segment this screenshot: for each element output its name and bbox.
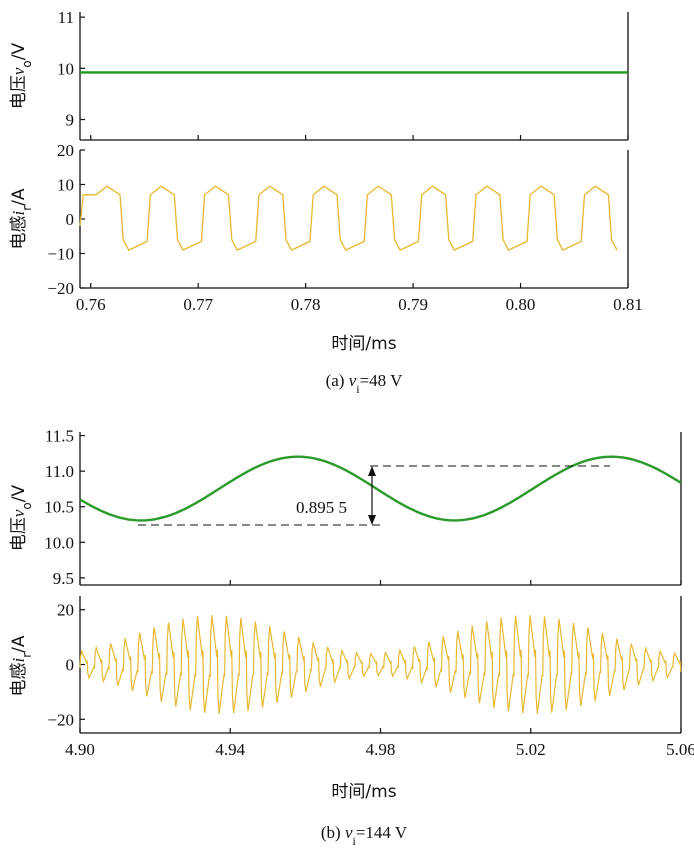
chart-b-voltage-panel: 11.5 11.0 10.5 10.0 9.5 0.895 5 电压vo/V (9, 427, 682, 588)
chart-a-xtick-label-0: 0.76 (76, 295, 106, 314)
chart-a-current-ytick-label-4: −20 (47, 279, 74, 298)
chart-b-current-panel: 20 0 −20 4.90 4.94 4.98 5.02 5.06 电感ir/A (9, 580, 694, 759)
chart-b-xtick-label-0: 4.90 (65, 740, 95, 759)
chart-b-current-ytick-label-1: 0 (66, 656, 75, 675)
chart-a-voltage-ytick-label-0: 9 (66, 111, 75, 130)
chart-a-xtick-label-4: 0.80 (506, 295, 536, 314)
chart-a-voltage-ytick-label-2: 11 (58, 8, 74, 27)
chart-b-caption: (b) vi=144 V (321, 823, 408, 848)
chart-b-current-ytick-label-2: −20 (47, 710, 74, 729)
chart-a-xtick-label-3: 0.79 (398, 295, 428, 314)
chart-a-xtick-label-5: 0.81 (613, 295, 643, 314)
chart-a-current-series (79, 185, 618, 251)
chart-b-voltage-ytick-label-4: 9.5 (53, 569, 74, 588)
chart-b-voltage-ytick-label-3: 10.0 (44, 533, 74, 552)
chart-b-xlabel: 时间/ms (331, 782, 396, 802)
chart-b-voltage-ylabel: 电压vo/V (9, 485, 34, 552)
chart-b-current-ytick-label-0: 20 (57, 601, 74, 620)
chart-b-annotation-label: 0.895 5 (296, 498, 347, 517)
chart-b-xtick-label-2: 4.98 (366, 740, 396, 759)
chart-a-voltage-ylabel: 电压vo/V (9, 43, 34, 110)
chart-b-voltage-ytick-label-0: 11.5 (45, 427, 74, 446)
chart-b-xtick-label-4: 5.06 (666, 740, 694, 759)
chart-b-annotation-arrowhead-up (368, 466, 376, 476)
chart-a-voltage-panel: 9 10 11 电压vo/V (9, 8, 629, 141)
chart-a-current-ytick-label-2: 0 (66, 210, 75, 229)
chart-b-xtick-label-3: 5.02 (516, 740, 546, 759)
chart-a-current-ytick-label-0: 20 (57, 141, 74, 160)
chart-b-voltage-series (79, 455, 682, 522)
chart-a-current-ytick-label-3: −10 (47, 245, 74, 264)
chart-b-current-ylabel: 电感ir/A (9, 635, 34, 696)
chart-b-annotation-arrowhead-down (368, 515, 376, 525)
chart-b-current-series (79, 615, 682, 714)
chart-b: 11.5 11.0 10.5 10.0 9.5 0.895 5 电压vo/V 20 0 −2… (9, 427, 694, 848)
chart-b-voltage-ytick-label-2: 10.5 (44, 498, 74, 517)
chart-a-xlabel: 时间/ms (331, 334, 396, 354)
chart-a: 9 10 11 电压vo/V 20 10 0 −10 −20 0.76 0.77 0.78 0.7… (9, 8, 643, 396)
chart-a-xtick-label-1: 0.77 (183, 295, 213, 314)
chart-a-caption: (a) vi=48 V (326, 371, 404, 396)
chart-b-voltage-ytick-label-1: 11.0 (45, 462, 74, 481)
chart-a-current-panel: 20 10 0 −10 −20 0.76 0.77 0.78 0.79 0.80 0.81 电感i… (9, 135, 643, 314)
chart-a-voltage-ytick-label-1: 10 (57, 59, 74, 78)
chart-a-xtick-label-2: 0.78 (291, 295, 321, 314)
chart-b-xtick-label-1: 4.94 (215, 740, 245, 759)
chart-a-current-ytick-label-1: 10 (57, 176, 74, 195)
chart-a-current-ylabel: 电感ir/A (9, 188, 34, 249)
